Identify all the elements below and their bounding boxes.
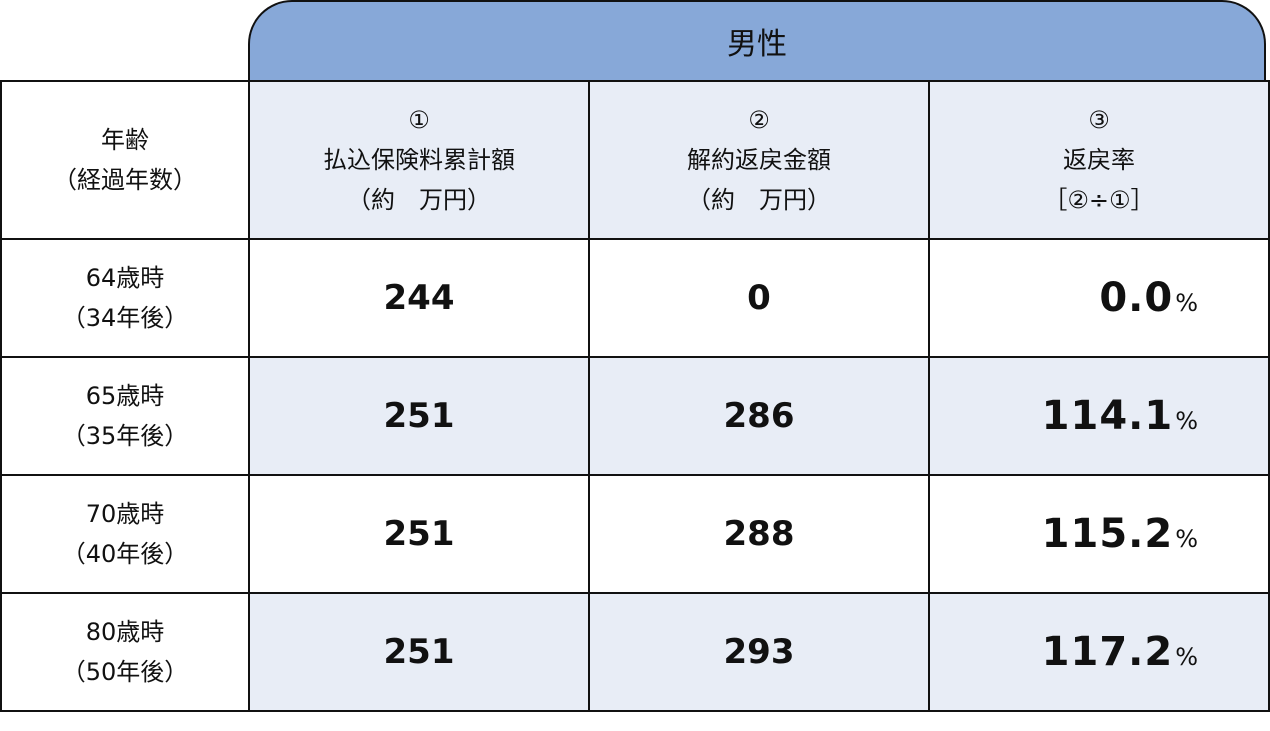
rate-cell: 114.1%	[928, 356, 1270, 476]
years-label: （50年後）	[61, 658, 189, 686]
paid-cell: 251	[248, 356, 590, 476]
refund-cell: 286	[588, 356, 930, 476]
banner-label: 男性	[727, 27, 787, 62]
age-label: 65歳時	[85, 382, 165, 410]
header-paid-unit: （約 万円）	[347, 186, 491, 214]
refund-cell: 293	[588, 592, 930, 712]
rate-cell: 115.2%	[928, 474, 1270, 594]
paid-cell: 251	[248, 474, 590, 594]
header-age-label: 年齢	[101, 126, 149, 154]
header-rate: ③ 返戻率 ［②÷①］	[928, 80, 1270, 240]
rate-unit: %	[1175, 525, 1198, 553]
rate-value: 114.1	[1041, 393, 1174, 439]
age-cell: 64歳時 （34年後）	[0, 238, 250, 358]
header-refund-label: 解約返戻金額	[687, 146, 831, 174]
header-row: 年齢 （経過年数） ① 払込保険料累計額 （約 万円） ② 解約返戻金額 （約 …	[0, 80, 1270, 240]
paid-cell: 244	[248, 238, 590, 358]
rate-cell: 117.2%	[928, 592, 1270, 712]
rate-unit: %	[1175, 289, 1198, 317]
rate-cell: 0.0%	[928, 238, 1270, 358]
header-paid: ① 払込保険料累計額 （約 万円）	[248, 80, 590, 240]
table-row: 70歳時 （40年後） 251 288 115.2%	[0, 474, 1270, 594]
header-age: 年齢 （経過年数）	[0, 80, 250, 240]
age-label: 80歳時	[85, 618, 165, 646]
rate-value: 115.2	[1041, 511, 1174, 557]
years-label: （34年後）	[61, 304, 189, 332]
header-age-sub: （経過年数）	[53, 166, 197, 194]
header-rate-label: 返戻率	[1063, 146, 1135, 174]
rate-value: 117.2	[1041, 629, 1174, 675]
age-label: 64歳時	[85, 264, 165, 292]
rate-unit: %	[1175, 407, 1198, 435]
rate-unit: %	[1175, 643, 1198, 671]
header-refund-unit: （約 万円）	[687, 186, 831, 214]
header-refund-num: ②	[748, 106, 770, 134]
years-label: （40年後）	[61, 540, 189, 568]
table-row: 80歳時 （50年後） 251 293 117.2%	[0, 592, 1270, 712]
refund-cell: 288	[588, 474, 930, 594]
age-label: 70歳時	[85, 500, 165, 528]
header-paid-label: 払込保険料累計額	[323, 146, 515, 174]
refund-cell: 0	[588, 238, 930, 358]
table-row: 65歳時 （35年後） 251 286 114.1%	[0, 356, 1270, 476]
age-cell: 80歳時 （50年後）	[0, 592, 250, 712]
years-label: （35年後）	[61, 422, 189, 450]
rate-value: 0.0	[1099, 275, 1174, 321]
header-refund: ② 解約返戻金額 （約 万円）	[588, 80, 930, 240]
male-header-banner: 男性	[248, 0, 1266, 80]
age-cell: 70歳時 （40年後）	[0, 474, 250, 594]
header-rate-formula: ［②÷①］	[1043, 186, 1155, 214]
age-cell: 65歳時 （35年後）	[0, 356, 250, 476]
header-rate-num: ③	[1088, 106, 1110, 134]
table-row: 64歳時 （34年後） 244 0 0.0%	[0, 238, 1270, 358]
refund-table: 年齢 （経過年数） ① 払込保険料累計額 （約 万円） ② 解約返戻金額 （約 …	[0, 80, 1270, 712]
header-paid-num: ①	[408, 106, 430, 134]
paid-cell: 251	[248, 592, 590, 712]
